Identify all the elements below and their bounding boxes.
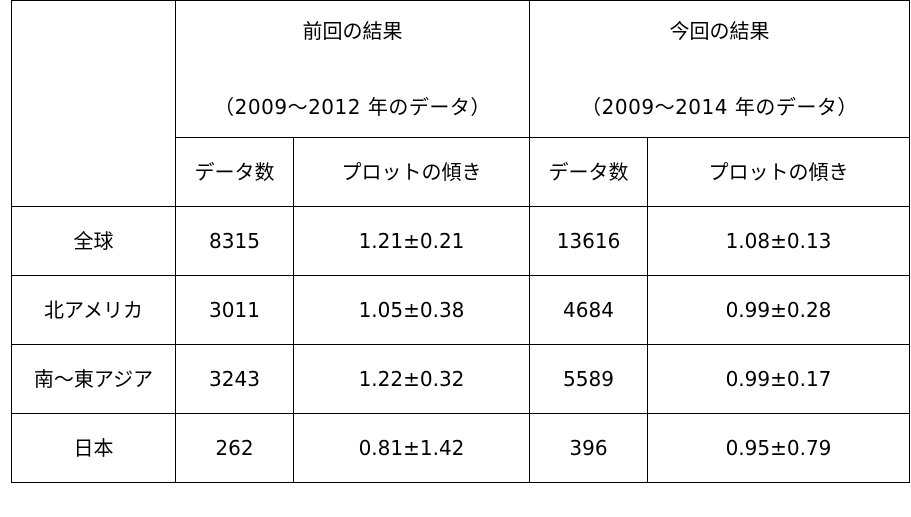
group-header-previous: 前回の結果 （2009～2012 年のデータ）: [175, 0, 530, 138]
prev-slope-cell: 0.81±1.42: [293, 413, 530, 483]
curr-slope-cell: 0.95±0.79: [647, 413, 910, 483]
curr-slope-cell: 1.08±0.13: [647, 206, 910, 276]
prev-slope-cell: 1.05±0.38: [293, 275, 530, 345]
prev-count-cell: 262: [175, 413, 294, 483]
group-header-current: 今回の結果 （2009～2014 年のデータ）: [529, 0, 910, 138]
curr-count-cell: 13616: [529, 206, 648, 276]
group-title: 前回の結果: [302, 19, 403, 43]
curr-slope-cell: 0.99±0.28: [647, 275, 910, 345]
results-table: 前回の結果 （2009～2012 年のデータ） 今回の結果 （2009～2014…: [11, 0, 910, 483]
region-cell: 全球: [11, 206, 176, 276]
subheader-cell: プロットの傾き: [293, 137, 530, 207]
prev-slope-cell: 1.22±0.32: [293, 344, 530, 414]
table-row: 日本 262 0.81±1.42 396 0.95±0.79: [11, 413, 910, 483]
curr-count-cell: 5589: [529, 344, 648, 414]
corner-cell: [11, 0, 176, 207]
subheader-row: データ数 プロットの傾き データ数 プロットの傾き: [12, 137, 910, 207]
prev-slope-cell: 1.21±0.21: [293, 206, 530, 276]
prev-count-cell: 3011: [175, 275, 294, 345]
table-row: 全球 8315 1.21±0.21 13616 1.08±0.13: [11, 206, 910, 276]
group-subtitle: （2009～2014 年のデータ）: [581, 95, 858, 119]
curr-slope-cell: 0.99±0.17: [647, 344, 910, 414]
subheader-cell: プロットの傾き: [647, 137, 910, 207]
curr-count-cell: 4684: [529, 275, 648, 345]
group-header-row: 前回の結果 （2009～2012 年のデータ） 今回の結果 （2009～2014…: [11, 0, 910, 207]
subheader-cell: データ数: [529, 137, 648, 207]
curr-count-cell: 396: [529, 413, 648, 483]
prev-count-cell: 3243: [175, 344, 294, 414]
table-row: 北アメリカ 3011 1.05±0.38 4684 0.99±0.28: [11, 275, 910, 345]
region-cell: 南～東アジア: [11, 344, 176, 414]
group-subtitle: （2009～2012 年のデータ）: [214, 95, 491, 119]
group-title: 今回の結果: [669, 19, 770, 43]
subheader-cell: データ数: [175, 137, 294, 207]
region-cell: 日本: [11, 413, 176, 483]
region-cell: 北アメリカ: [11, 275, 176, 345]
table-row: 南～東アジア 3243 1.22±0.32 5589 0.99±0.17: [11, 344, 910, 414]
prev-count-cell: 8315: [175, 206, 294, 276]
